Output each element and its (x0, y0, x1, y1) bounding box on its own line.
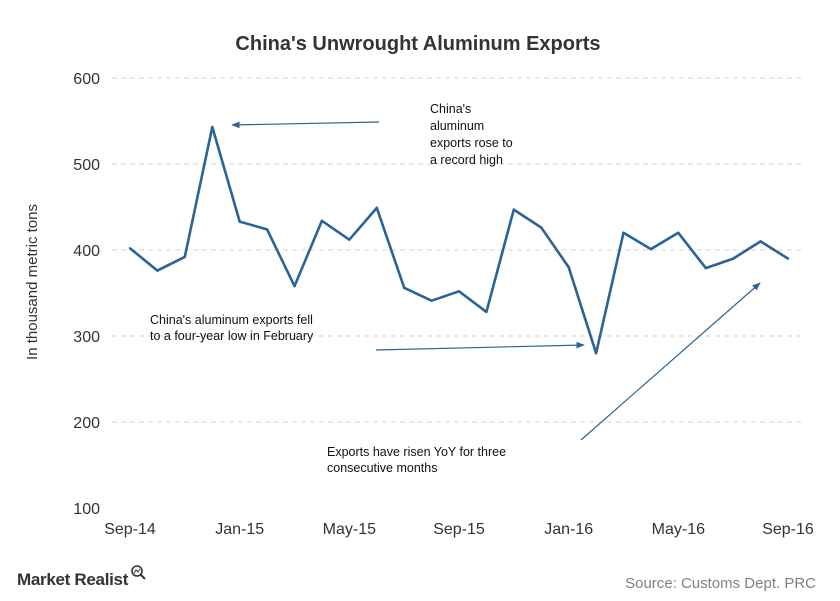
gridlines (112, 77, 805, 423)
y-tick-label: 400 (73, 243, 100, 260)
data-point (649, 247, 653, 251)
x-tick-label: May-16 (652, 521, 705, 538)
data-point (759, 240, 762, 243)
y-tick-label: 100 (73, 501, 100, 518)
market-realist-logo: Market Realist (17, 565, 146, 590)
source-text: Source: Customs Dept. PRC (625, 575, 816, 592)
x-tick-label: Jan-15 (215, 521, 264, 538)
data-point (786, 257, 790, 260)
data-point (457, 290, 461, 293)
series-group (128, 125, 790, 355)
data-point (567, 266, 570, 269)
data-point (622, 231, 625, 234)
data-point (512, 208, 516, 211)
annotation-text: China's aluminum exports fell (150, 313, 313, 327)
y-tick-label: 600 (73, 71, 100, 88)
y-axis-ticks: 100 200 300 400 500 600 (73, 71, 100, 518)
data-point (156, 269, 159, 272)
annotations: China's aluminum exports rose to a record h… (150, 102, 761, 475)
data-point (375, 206, 378, 210)
annotation-text: a record high (430, 153, 503, 167)
data-point (731, 257, 735, 260)
data-point (402, 286, 406, 290)
data-point (348, 238, 351, 241)
annotation-text: aluminum (430, 119, 484, 133)
data-point (183, 255, 187, 259)
x-tick-label: May-15 (323, 521, 376, 538)
x-axis-ticks: Sep-14 Jan-15 May-15 Sep-15 Jan-16 May-16 Sep-… (104, 521, 814, 538)
magnifier-chart-icon (131, 565, 146, 580)
data-point (430, 299, 433, 302)
data-point (265, 228, 269, 231)
annotation-text: Exports have risen YoY for three (327, 445, 506, 459)
data-point (320, 219, 324, 222)
y-tick-label: 200 (73, 415, 100, 432)
data-point (677, 231, 680, 234)
annotation-arrow (580, 282, 761, 441)
data-point (540, 226, 543, 229)
x-tick-label: Sep-14 (104, 521, 156, 538)
annotation-text: China's (430, 102, 471, 116)
annotation-text: exports rose to (430, 136, 513, 150)
y-tick-label: 500 (73, 157, 100, 174)
y-axis-label: In thousand metric tons (24, 204, 41, 360)
annotation-arrow (375, 341, 585, 351)
data-point (485, 310, 488, 314)
data-point (211, 125, 214, 129)
x-tick-label: Sep-15 (433, 521, 485, 538)
chart-title: China's Unwrought Aluminum Exports (235, 33, 600, 55)
x-tick-label: Sep-16 (762, 521, 814, 538)
logo-text: Market Realist (17, 570, 129, 589)
y-tick-label: 300 (73, 329, 100, 346)
x-tick-label: Jan-16 (544, 521, 593, 538)
data-point (293, 284, 296, 288)
data-point (238, 220, 241, 223)
data-point (128, 247, 132, 250)
data-point (704, 266, 707, 270)
data-point (594, 352, 598, 355)
annotation-text: consecutive months (327, 461, 437, 475)
annotation-arrow (231, 121, 380, 129)
annotation-text: to a four-year low in February (150, 329, 314, 343)
